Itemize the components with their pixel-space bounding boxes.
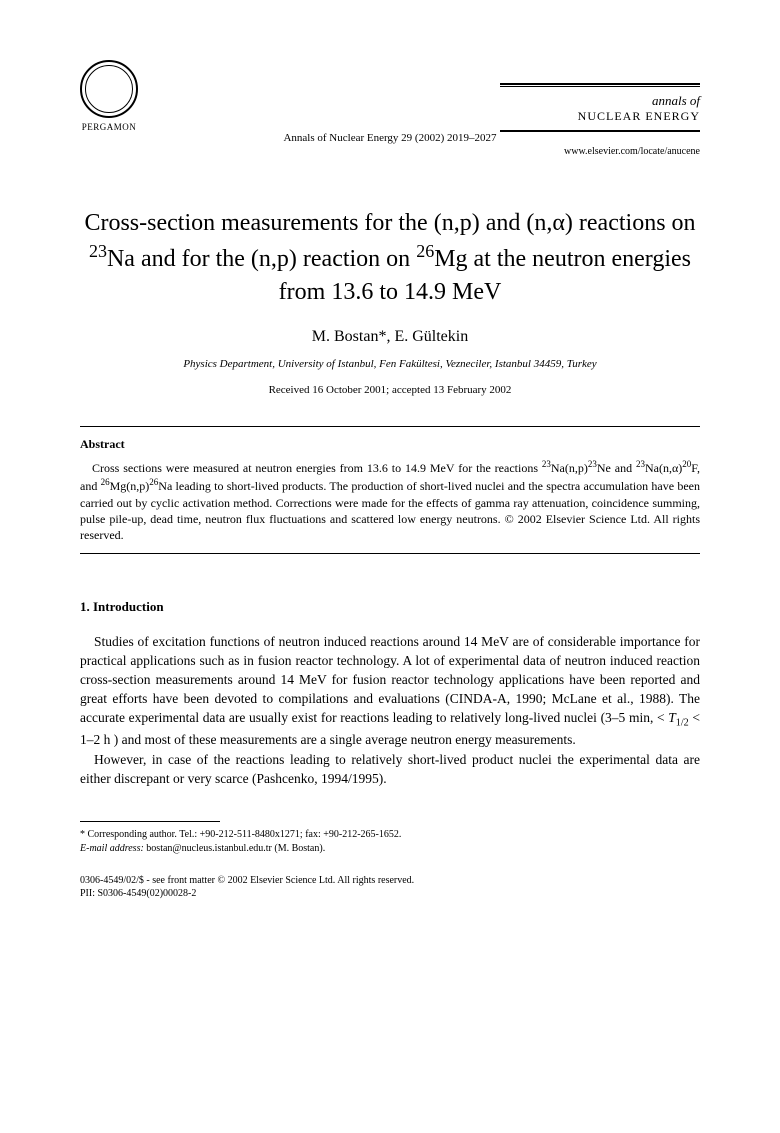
- abstract-top-rule: [80, 426, 700, 427]
- footnote-rule: [80, 821, 220, 822]
- journal-name-small: annals of: [500, 93, 700, 109]
- header-row: PERGAMON annals of NUCLEAR ENERGY: [80, 60, 700, 132]
- article-title: Cross-section measurements for the (n,p)…: [80, 207, 700, 308]
- affiliation: Physics Department, University of Istanb…: [80, 358, 700, 370]
- copyright-line: 0306-4549/02/$ - see front matter © 2002…: [80, 874, 700, 887]
- journal-title-block: annals of NUCLEAR ENERGY: [500, 83, 700, 132]
- author-list: M. Bostan*, E. Gültekin: [80, 328, 700, 346]
- copyright-footer: 0306-4549/02/$ - see front matter © 2002…: [80, 874, 700, 900]
- publisher-block: PERGAMON: [80, 60, 138, 132]
- email-value: bostan@nucleus.istanbul.edu.tr (M. Bosta…: [144, 843, 325, 854]
- corresponding-author-footnote: * Corresponding author. Tel.: +90-212-51…: [80, 828, 700, 842]
- abstract-text: Cross sections were measured at neutron …: [80, 458, 700, 543]
- email-label: E-mail address:: [80, 843, 144, 854]
- pergamon-logo-icon: [80, 60, 138, 118]
- section-1-heading: 1. Introduction: [80, 599, 700, 615]
- intro-paragraph-1: Studies of excitation functions of neutr…: [80, 633, 700, 749]
- abstract-bottom-rule: [80, 553, 700, 554]
- article-dates: Received 16 October 2001; accepted 13 Fe…: [80, 384, 700, 396]
- intro-paragraph-2: However, in case of the reactions leadin…: [80, 751, 700, 789]
- journal-name-large: NUCLEAR ENERGY: [500, 109, 700, 124]
- pii-line: PII: S0306-4549(02)00028-2: [80, 887, 700, 900]
- email-footnote: E-mail address: bostan@nucleus.istanbul.…: [80, 842, 700, 856]
- citation-line: Annals of Nuclear Energy 29 (2002) 2019–…: [80, 132, 700, 144]
- journal-url: www.elsevier.com/locate/anucene: [80, 146, 700, 157]
- publisher-name: PERGAMON: [82, 122, 137, 132]
- abstract-heading: Abstract: [80, 437, 700, 452]
